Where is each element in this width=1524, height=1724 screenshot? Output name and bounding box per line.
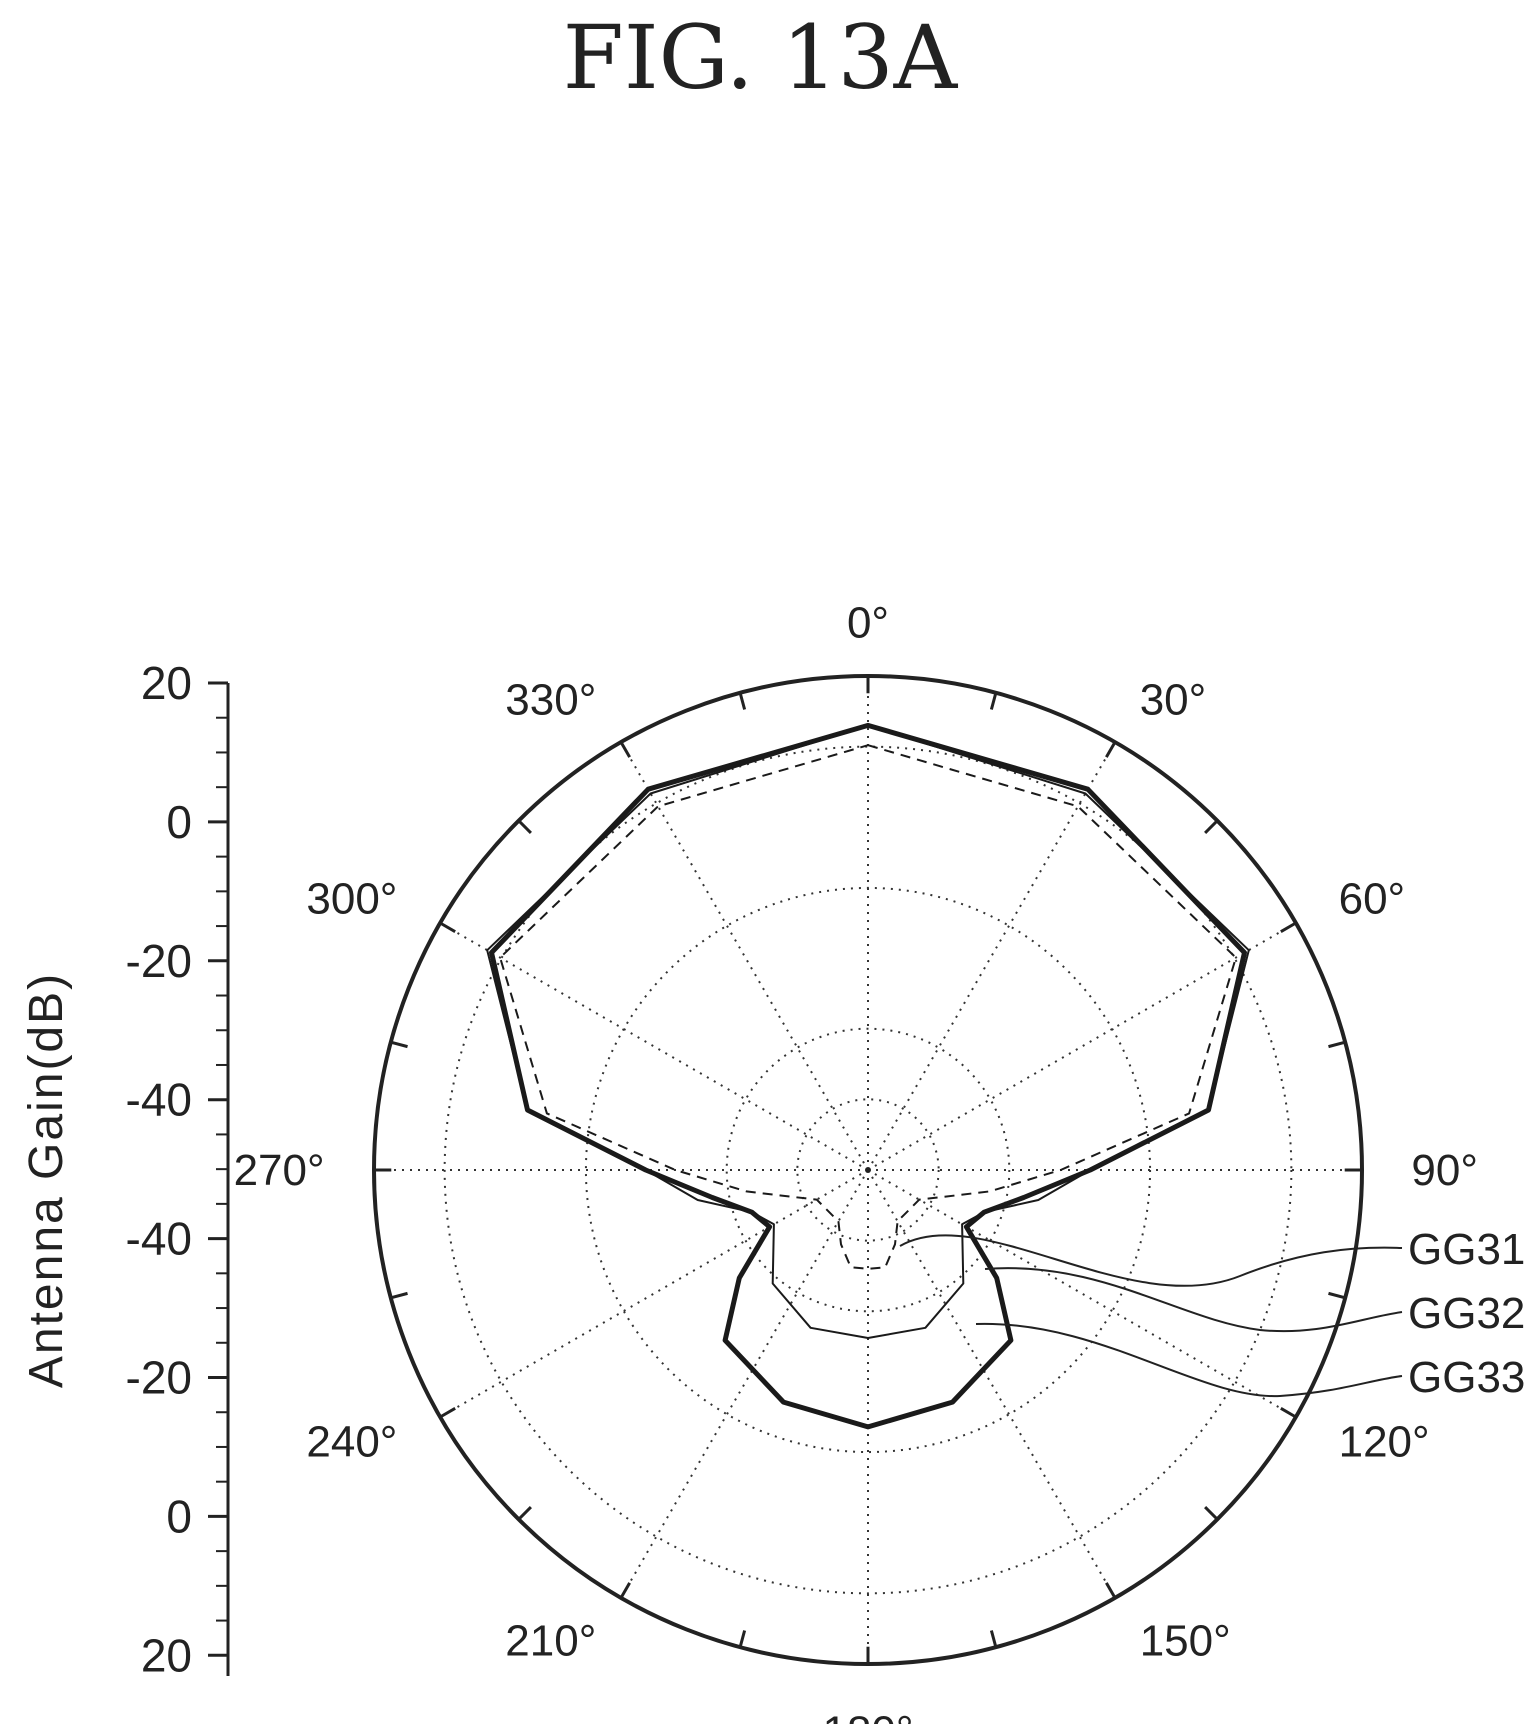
legend-leader-gg33 <box>976 1324 1402 1396</box>
angle-label: 30° <box>1140 675 1207 724</box>
rim-tick <box>1106 1583 1115 1598</box>
rim-tick <box>1281 923 1296 932</box>
angle-label: 60° <box>1339 874 1406 923</box>
grid-spoke <box>868 1170 1115 1598</box>
angle-labels: 0° 30° 60° 90° 120° 150° 180° 210° 240° 270° 300° 3… <box>234 599 1478 1724</box>
angle-label: 330° <box>505 675 596 724</box>
angle-label: 210° <box>505 1617 596 1666</box>
gain-axis-label: Antenna Gain(dB) <box>20 972 73 1388</box>
angle-label: 270° <box>234 1146 325 1195</box>
rim-tick <box>1205 1507 1217 1519</box>
grid-spoke <box>621 1170 868 1598</box>
rim-tick <box>740 1630 744 1647</box>
rim-tick <box>1328 1042 1345 1046</box>
grid-spoke <box>868 742 1115 1170</box>
angle-label: 90° <box>1411 1146 1478 1195</box>
gain-tick-label: 0 <box>166 1490 192 1542</box>
legend-label-gg32: GG32 <box>1408 1289 1524 1338</box>
grid-spoke <box>440 1170 868 1417</box>
rim-tick <box>519 821 531 833</box>
rim-tick <box>1205 821 1217 833</box>
angle-label: 180° <box>822 1707 913 1724</box>
rim-tick <box>1328 1293 1345 1297</box>
gain-tick-label: 20 <box>141 1629 192 1681</box>
gain-tick-label: -40 <box>126 1074 192 1126</box>
rim-tick <box>1281 1408 1296 1417</box>
angle-label: 0° <box>847 599 889 648</box>
rim-tick <box>440 923 455 932</box>
grid-spoke <box>621 742 868 1170</box>
gain-tick-label: -40 <box>126 1213 192 1265</box>
rim-tick <box>621 1583 630 1598</box>
rim-tick <box>991 693 995 710</box>
rim-tick <box>740 693 744 710</box>
figure-title: FIG. 13A <box>563 6 959 109</box>
gain-tick-label: 0 <box>166 796 192 848</box>
gain-tick-label: -20 <box>126 1352 192 1404</box>
center-point <box>865 1167 871 1173</box>
legend-label-gg31: GG31 <box>1408 1225 1524 1274</box>
rim-tick <box>391 1293 408 1297</box>
legend-label-gg33: GG33 <box>1408 1353 1524 1402</box>
rim-tick <box>621 742 630 757</box>
rim-tick <box>391 1042 408 1046</box>
angle-label: 240° <box>306 1418 397 1467</box>
angle-label: 120° <box>1339 1418 1430 1467</box>
series-curve-gg31 <box>500 745 1236 1269</box>
gain-ticks: 20 0 -20 -40 -40 -20 0 20 <box>126 657 228 1681</box>
grid-spoke <box>440 923 868 1170</box>
rim-tick <box>440 1408 455 1417</box>
gain-tick-label: -20 <box>126 935 192 987</box>
angle-label: 300° <box>306 874 397 923</box>
rim-tick <box>519 1507 531 1519</box>
series-curves <box>487 725 1249 1427</box>
polar-plot: 0° 30° 60° 90° 120° 150° 180° 210° 240° 270° 300° 3… <box>234 599 1478 1724</box>
rim-tick <box>991 1630 995 1647</box>
gain-scale: 20 0 -20 -40 -40 -20 0 20 Antenna Gain(dB) <box>20 657 228 1681</box>
grid-spoke <box>868 923 1296 1170</box>
angle-label: 150° <box>1140 1617 1231 1666</box>
gain-tick-label: 20 <box>141 657 192 709</box>
rim-tick <box>1106 742 1115 757</box>
grid-spoke <box>868 1170 1296 1417</box>
series-legend: GG31 GG32 GG33 <box>900 1225 1524 1402</box>
